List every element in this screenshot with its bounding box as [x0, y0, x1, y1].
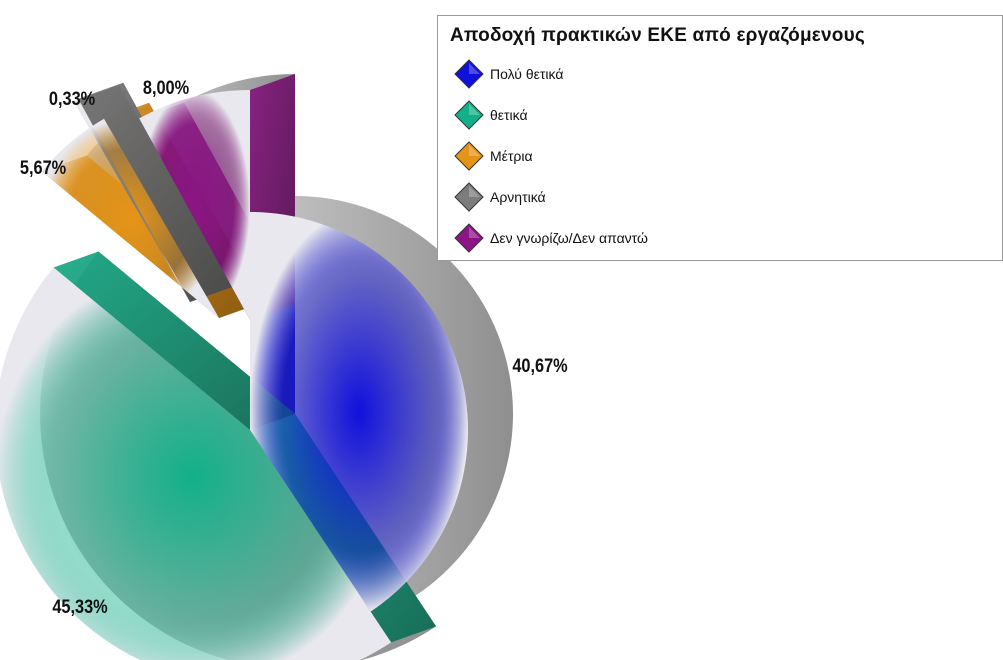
pie-face-layer: [0, 89, 468, 660]
legend-item: Πολύ θετικά: [454, 59, 564, 89]
pie-slice-3: [74, 98, 190, 302]
chart-legend: Αποδοχή πρακτικών ΕΚΕ από εργαζόμενους Π…: [437, 15, 1003, 261]
slice-label-0: 40,67%: [512, 355, 568, 376]
pie-label-layer: 40,67% 45,33% 5,67% 0,33% 8,00%: [20, 77, 568, 617]
slice-label-2: 5,67%: [20, 157, 67, 178]
legend-item: Μέτρια: [454, 141, 533, 171]
legend-item: θετικά: [454, 100, 528, 130]
slice-wall-1-1: [53, 251, 295, 430]
slice-label-1: 45,33%: [52, 596, 108, 617]
slice-label-3: 0,33%: [49, 88, 96, 109]
legend-swatch-diamond-icon: [454, 182, 484, 212]
legend-label: Αρνητικά: [490, 189, 546, 205]
pie-slice-4: [139, 89, 250, 320]
legend-item: Δεν γνωρίζω/Δεν απαντώ: [454, 223, 648, 253]
pie-slice-0: [250, 212, 468, 612]
legend-item: Αρνητικά: [454, 182, 546, 212]
legend-swatch-diamond-icon: [454, 223, 484, 253]
slice-label-4: 8,00%: [143, 77, 190, 98]
legend-label: Μέτρια: [490, 148, 533, 164]
legend-label: Πολύ θετικά: [490, 66, 564, 82]
legend-label: θετικά: [490, 107, 528, 123]
legend-swatch-diamond-icon: [454, 59, 484, 89]
chart-title: Αποδοχή πρακτικών ΕΚΕ από εργαζόμενους: [450, 25, 865, 46]
legend-swatch-diamond-icon: [454, 141, 484, 171]
legend-swatch-diamond-icon: [454, 100, 484, 130]
pie-slice-1: [0, 267, 392, 660]
slice-wall-3-1: [78, 82, 235, 302]
pie-slice-2: [41, 118, 219, 318]
legend-label: Δεν γνωρίζω/Δεν απαντώ: [490, 230, 648, 246]
